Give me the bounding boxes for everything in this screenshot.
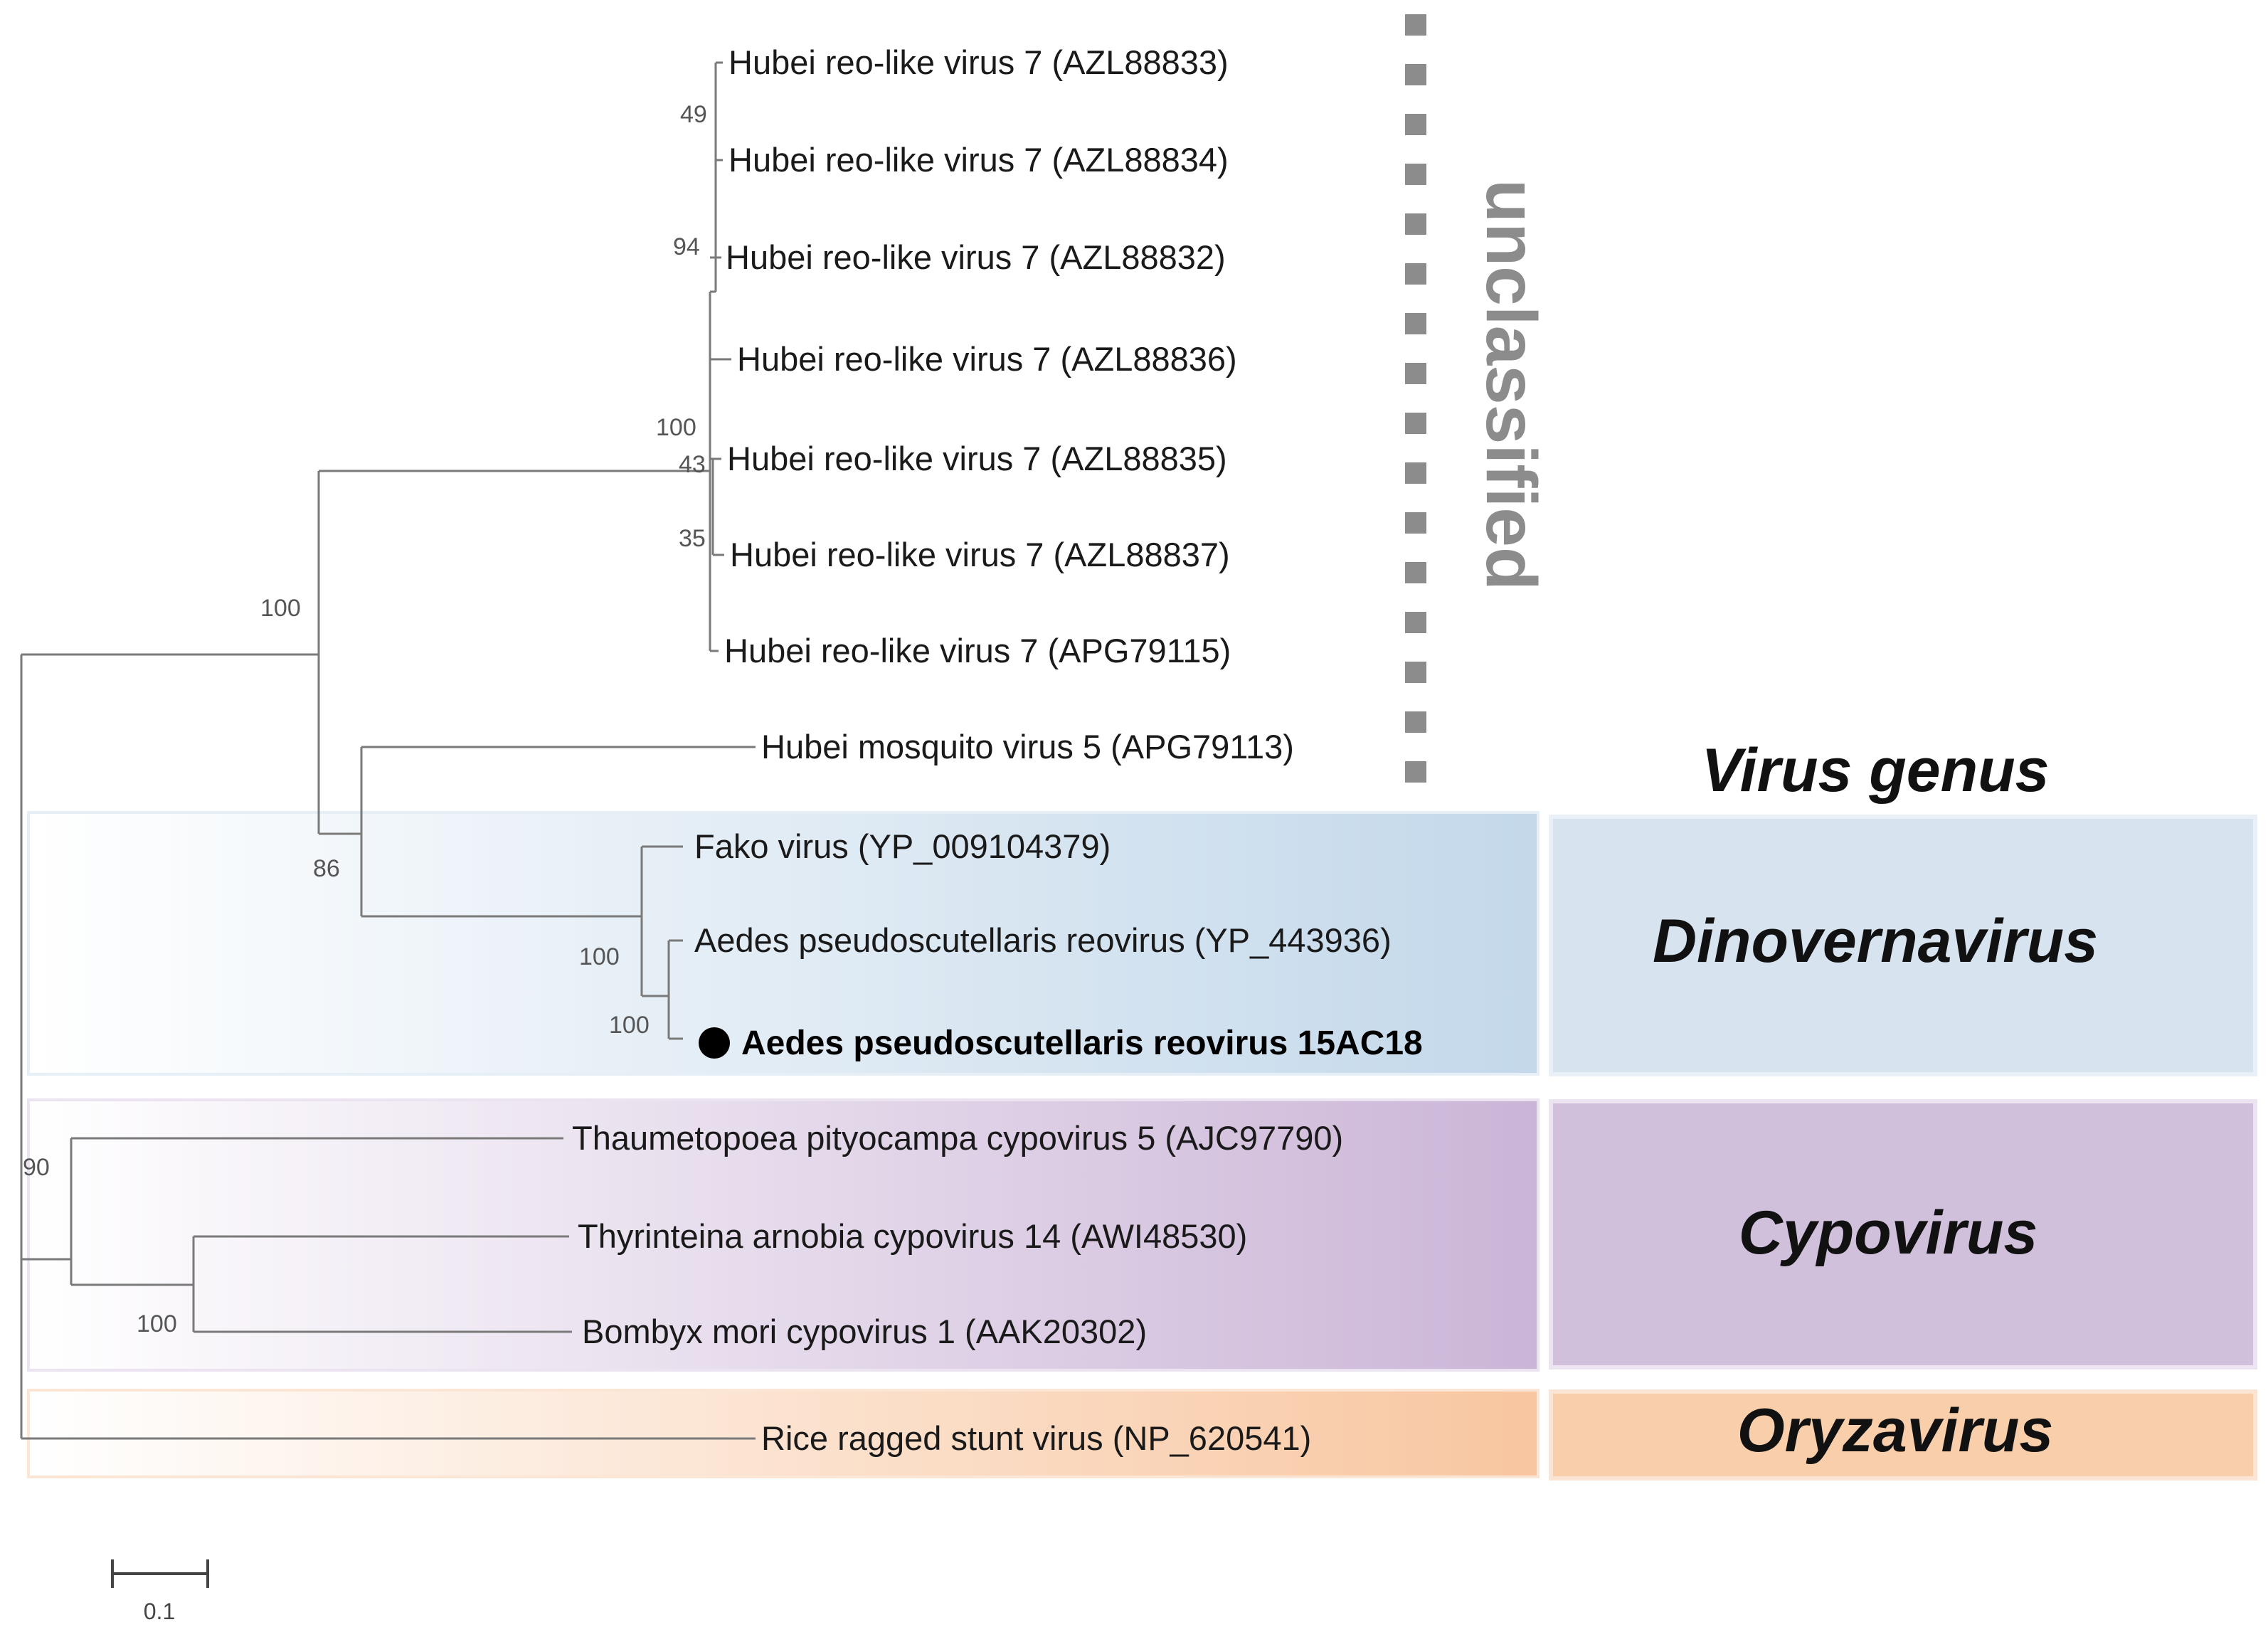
bootstrap-value: 49 (680, 101, 707, 128)
taxon-label: Thyrinteina arnobia cypovirus 14 (AWI485… (578, 1217, 1247, 1255)
cypovirus-clade-band (27, 1098, 1540, 1372)
dinovernavirus-clade-band (27, 811, 1540, 1076)
bootstrap-value: 86 (313, 855, 340, 882)
virus-genus-heading: Virus genus (1701, 736, 2049, 805)
taxon-label: Hubei mosquito virus 5 (APG79113) (761, 728, 1294, 765)
bootstrap-value: 94 (673, 233, 700, 260)
taxon-label: Hubei reo-like virus 7 (AZL88836) (737, 340, 1237, 378)
taxon-label: Hubei reo-like virus 7 (AZL88833) (728, 43, 1229, 81)
bootstrap-value: 100 (609, 1012, 650, 1039)
taxon-label: Hubei reo-like virus 7 (AZL88832) (726, 238, 1226, 276)
bootstrap-value: 100 (137, 1310, 177, 1337)
scale-bar: 0.1 (111, 1559, 209, 1624)
dinovernavirus-genus-box (1549, 815, 2257, 1076)
taxon-label: Hubei reo-like virus 7 (AZL88835) (727, 440, 1227, 477)
genus-label-oryzavirus: Oryzavirus (1737, 1397, 2054, 1465)
unclassified-label: unclassified (1471, 179, 1551, 590)
highlight-marker-icon (699, 1027, 730, 1059)
bootstrap-value: 35 (679, 525, 706, 552)
bootstrap-value: 90 (23, 1154, 50, 1181)
taxon-label: Thaumetopoea pityocampa cypovirus 5 (AJC… (572, 1119, 1343, 1157)
bootstrap-value: 100 (260, 595, 301, 622)
bootstrap-values: 49 94 100 43 35 100 86 100 100 90 100 (23, 101, 707, 1337)
taxon-label: Hubei reo-like virus 7 (AZL88834) (728, 141, 1229, 179)
taxon-labels: Hubei reo-like virus 7 (AZL88833) Hubei … (572, 43, 1423, 1457)
oryzavirus-clade-band (27, 1389, 1540, 1478)
taxon-label: Rice ragged stunt virus (NP_620541) (761, 1419, 1311, 1457)
taxon-label: Bombyx mori cypovirus 1 (AAK20302) (582, 1313, 1147, 1350)
taxon-label: Fako virus (YP_009104379) (694, 827, 1111, 865)
taxon-label: Aedes pseudoscutellaris reovirus (YP_443… (694, 921, 1392, 959)
taxon-label: Hubei reo-like virus 7 (AZL88837) (730, 536, 1230, 573)
scale-bar-label: 0.1 (144, 1599, 175, 1624)
bootstrap-value: 43 (679, 451, 706, 478)
bootstrap-value: 100 (656, 414, 696, 441)
tree-branches (20, 61, 756, 1440)
genus-label-dinovernavirus: Dinovernavirus (1653, 907, 2098, 975)
bootstrap-value: 100 (579, 943, 620, 970)
cypovirus-genus-box (1549, 1099, 2257, 1369)
taxon-label: Hubei reo-like virus 7 (APG79115) (724, 632, 1231, 669)
taxon-label-highlighted: Aedes pseudoscutellaris reovirus 15AC18 (741, 1024, 1423, 1062)
oryzavirus-genus-box (1549, 1389, 2257, 1480)
genus-label-cypovirus: Cypovirus (1739, 1199, 2038, 1267)
